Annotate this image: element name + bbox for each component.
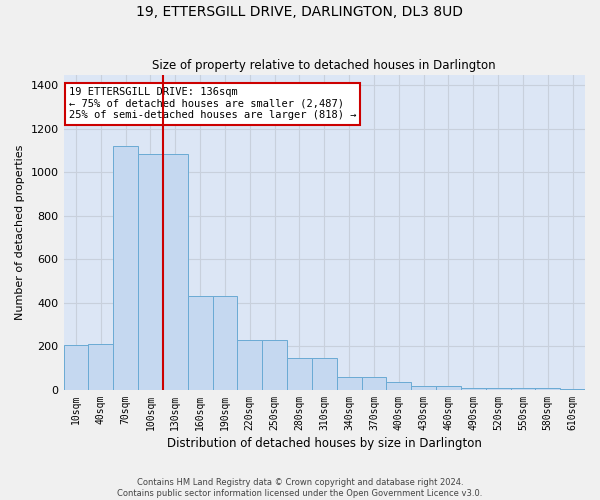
Bar — [436, 386, 461, 390]
Bar — [262, 340, 287, 390]
X-axis label: Distribution of detached houses by size in Darlington: Distribution of detached houses by size … — [167, 437, 482, 450]
Bar — [511, 388, 535, 390]
Bar — [485, 388, 511, 390]
Text: Contains HM Land Registry data © Crown copyright and database right 2024.
Contai: Contains HM Land Registry data © Crown c… — [118, 478, 482, 498]
Bar — [238, 340, 262, 390]
Bar — [64, 346, 88, 390]
Bar — [461, 388, 485, 390]
Text: 19, ETTERSGILL DRIVE, DARLINGTON, DL3 8UD: 19, ETTERSGILL DRIVE, DARLINGTON, DL3 8U… — [137, 5, 464, 19]
Text: 19 ETTERSGILL DRIVE: 136sqm
← 75% of detached houses are smaller (2,487)
25% of : 19 ETTERSGILL DRIVE: 136sqm ← 75% of det… — [69, 87, 356, 120]
Bar — [188, 296, 212, 390]
Bar — [138, 154, 163, 390]
Bar — [411, 386, 436, 390]
Bar — [113, 146, 138, 390]
Bar — [163, 154, 188, 390]
Bar — [212, 296, 238, 390]
Bar — [287, 358, 312, 390]
Bar — [337, 378, 362, 390]
Bar — [386, 382, 411, 390]
Bar — [312, 358, 337, 390]
Y-axis label: Number of detached properties: Number of detached properties — [15, 144, 25, 320]
Bar — [560, 389, 585, 390]
Bar — [362, 378, 386, 390]
Title: Size of property relative to detached houses in Darlington: Size of property relative to detached ho… — [152, 59, 496, 72]
Bar — [535, 388, 560, 390]
Bar — [88, 344, 113, 390]
